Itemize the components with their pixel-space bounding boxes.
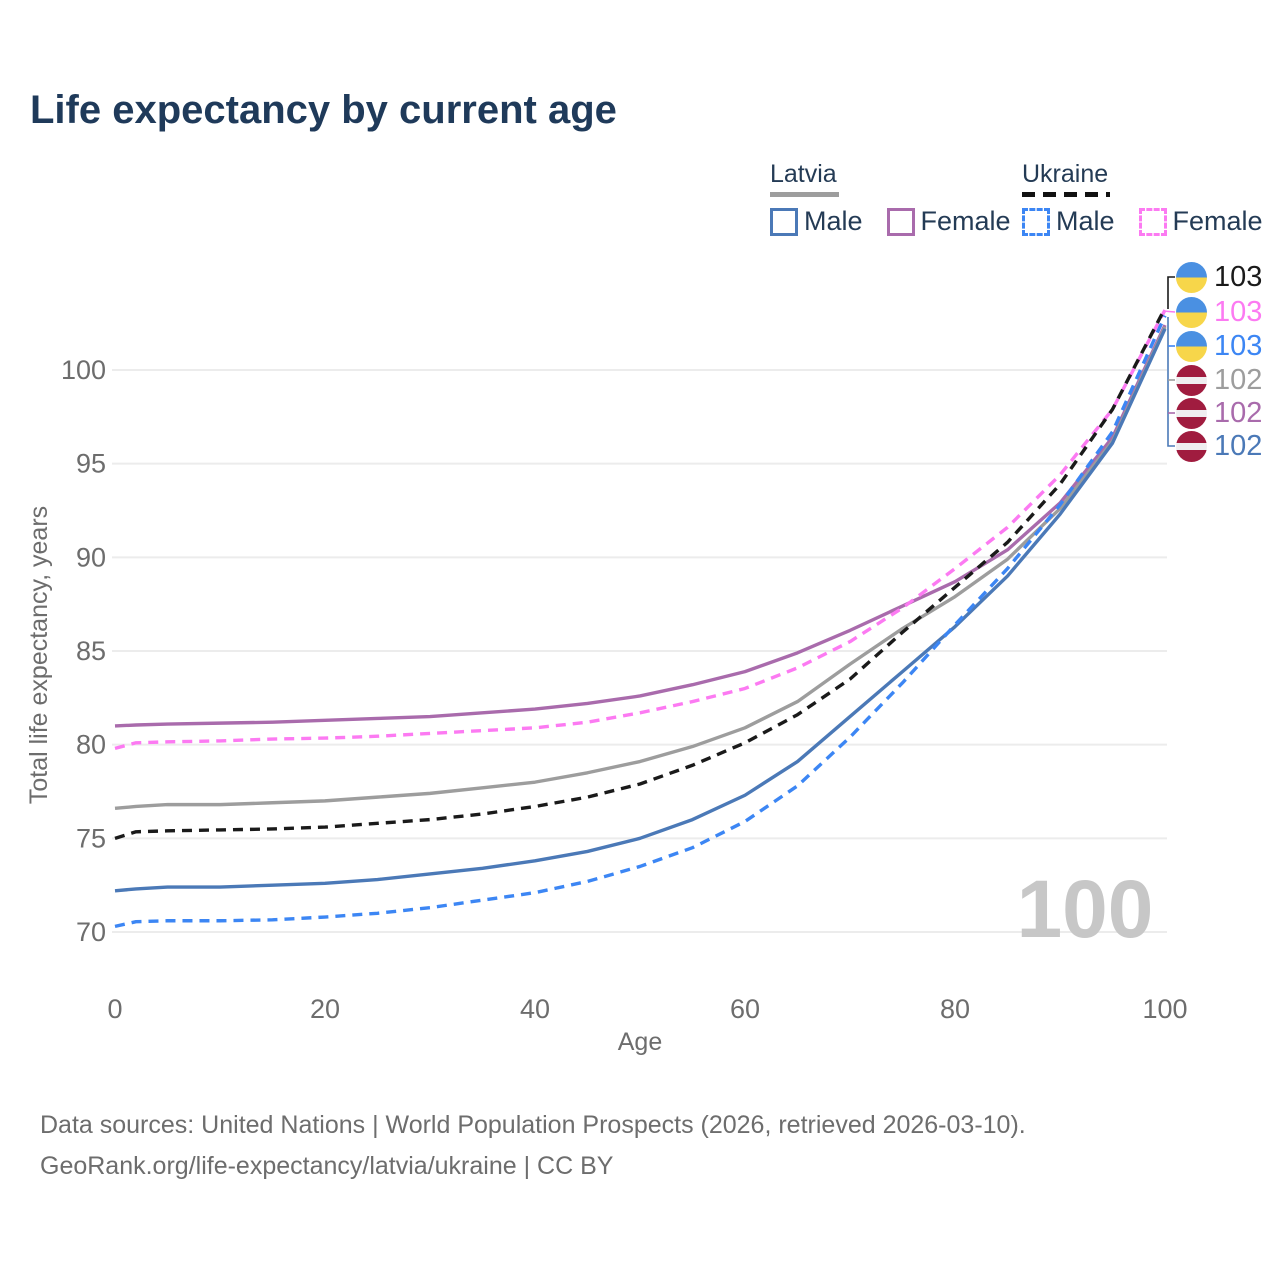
leader-ukraine-female: [1162, 310, 1176, 313]
end-value: 103: [1214, 295, 1263, 328]
legend-group-ukraine: Ukraine Male Female: [1022, 160, 1280, 237]
legend-ukraine-line-swatch: [1022, 192, 1110, 197]
end-value: 103: [1214, 260, 1263, 293]
end-label-latvia-female: 102: [1176, 397, 1262, 429]
series-line-ukraine-female[interactable]: [114, 309, 1167, 751]
legend-swatch-ukraine-female[interactable]: [1138, 207, 1167, 236]
latvia-flag-icon: [1176, 364, 1207, 396]
x-tick-label: 0: [107, 994, 122, 1024]
x-tick-label: 40: [520, 994, 550, 1024]
y-tick-label: 70: [76, 917, 106, 947]
ukraine-flag-icon: [1176, 296, 1207, 328]
ukraine-flag-icon: [1176, 261, 1207, 293]
legend-label-latvia-male[interactable]: Male: [804, 206, 863, 236]
legend-swatch-latvia-female[interactable]: [886, 207, 915, 236]
legend-group-latvia: Latvia Male Female: [770, 160, 1035, 237]
legend-group-label: Latvia: [770, 160, 837, 188]
y-tick-label: 75: [76, 823, 106, 853]
hover-age-watermark: 100: [1017, 864, 1154, 955]
footer-line-1: Data sources: United Nations | World Pop…: [40, 1111, 1026, 1139]
y-axis-title: Total life expectancy, years: [25, 506, 53, 804]
x-tick-label: 20: [310, 994, 340, 1024]
x-tick-label: 60: [730, 994, 760, 1024]
end-label-ukraine-female: 103: [1176, 296, 1262, 328]
latvia-flag-icon: [1176, 397, 1207, 429]
y-tick-label: 85: [76, 636, 106, 666]
y-tick-label: 90: [76, 542, 106, 572]
legend-label-latvia-female[interactable]: Female: [920, 206, 1011, 236]
end-label-latvia-both: 102: [1176, 364, 1262, 396]
end-value: 102: [1214, 396, 1263, 429]
leader-ukraine-both: [1167, 276, 1175, 309]
series-line-latvia-female[interactable]: [114, 324, 1167, 728]
y-tick-label: 80: [76, 730, 106, 760]
series-line-latvia-both[interactable]: [114, 326, 1167, 811]
legend-group-label: Ukraine: [1022, 160, 1109, 188]
footer-line-2: GeoRank.org/life-expectancy/latvia/ukrai…: [40, 1152, 614, 1180]
legend-swatch-ukraine-male[interactable]: [1022, 207, 1050, 236]
y-tick-label: 95: [76, 449, 106, 479]
latvia-flag-icon: [1176, 430, 1207, 462]
legend-label-ukraine-female[interactable]: Female: [1172, 206, 1263, 236]
end-label-ukraine-both: 103: [1176, 261, 1262, 293]
end-value: 102: [1214, 363, 1263, 396]
x-axis-title: Age: [618, 1028, 662, 1056]
series-line-ukraine-male[interactable]: [114, 314, 1167, 929]
legend-latvia-line-swatch: [770, 192, 839, 197]
legend-label-ukraine-male[interactable]: Male: [1056, 206, 1115, 236]
end-value: 103: [1214, 329, 1263, 362]
page-title: Life expectancy by current age: [30, 88, 617, 132]
x-tick-label: 100: [1142, 994, 1187, 1024]
series-line-ukraine-both[interactable]: [114, 307, 1167, 840]
end-label-ukraine-male: 103: [1176, 330, 1262, 362]
end-label-latvia-male: 102: [1176, 430, 1262, 462]
legend-swatch-latvia-male[interactable]: [770, 207, 798, 236]
end-value: 102: [1214, 429, 1263, 462]
data-source-footer: Data sources: United Nations | World Pop…: [40, 1105, 1026, 1187]
ukraine-flag-icon: [1176, 330, 1207, 362]
x-tick-label: 80: [940, 994, 970, 1024]
series-line-latvia-male[interactable]: [114, 328, 1167, 893]
leader-spine: [1167, 317, 1175, 447]
y-tick-label: 100: [61, 355, 106, 385]
